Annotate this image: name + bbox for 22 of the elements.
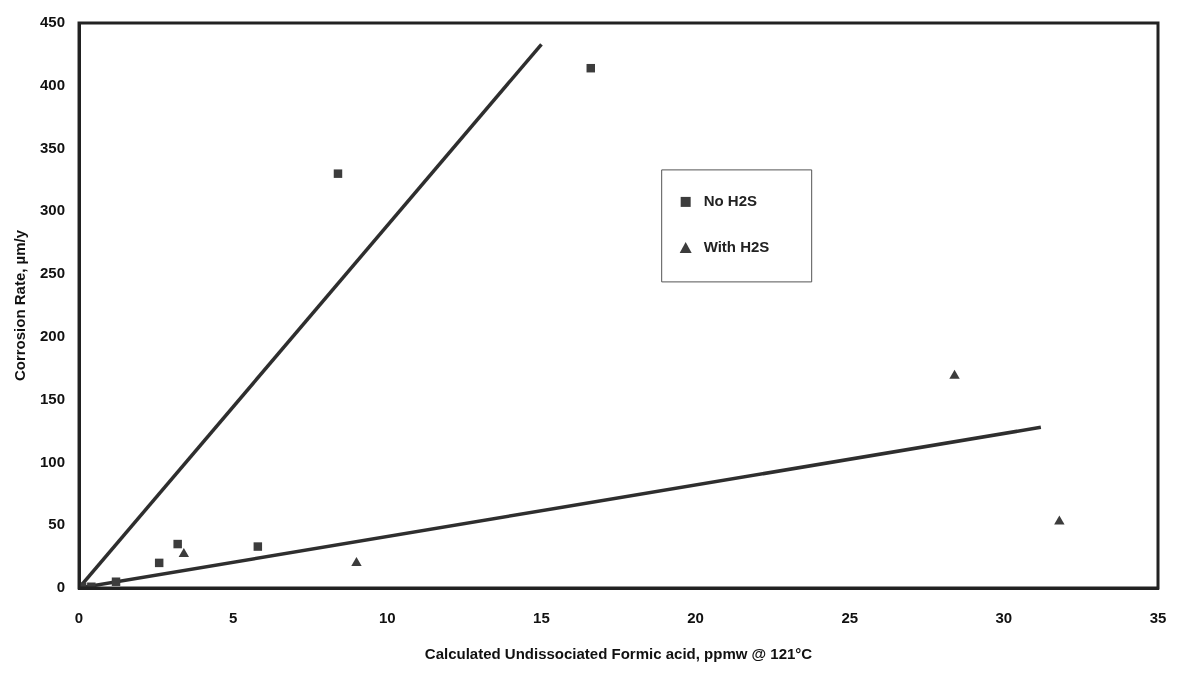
y-axis-title: Corrosion Rate, µm/y bbox=[11, 229, 29, 382]
y-tick-label: 450 bbox=[40, 13, 66, 31]
y-tick-label: 0 bbox=[56, 578, 66, 596]
x-tick-label: 25 bbox=[841, 609, 859, 627]
y-tick-label: 250 bbox=[40, 264, 66, 282]
x-tick-label: 30 bbox=[995, 609, 1013, 627]
x-tick-label: 20 bbox=[687, 609, 704, 627]
legend-label: With H2S bbox=[703, 238, 770, 256]
x-tick-label: 15 bbox=[533, 609, 550, 627]
x-tick-label: 5 bbox=[228, 609, 238, 627]
y-tick-label: 50 bbox=[48, 515, 66, 533]
x-tick-label: 10 bbox=[378, 609, 396, 627]
y-tick-label: 300 bbox=[40, 201, 66, 219]
y-tick-label: 400 bbox=[40, 75, 66, 93]
legend-label: No H2S bbox=[703, 192, 758, 210]
x-tick-label: 35 bbox=[1149, 609, 1167, 627]
y-tick-label: 350 bbox=[40, 138, 66, 156]
x-axis-title: Calculated Undissociated Formic acid, ppmw @ 121°C bbox=[424, 645, 813, 663]
y-tick-label: 150 bbox=[40, 389, 66, 407]
x-tick-label: 0 bbox=[74, 609, 84, 627]
y-tick-label: 200 bbox=[40, 327, 66, 345]
y-tick-label: 100 bbox=[40, 452, 66, 470]
